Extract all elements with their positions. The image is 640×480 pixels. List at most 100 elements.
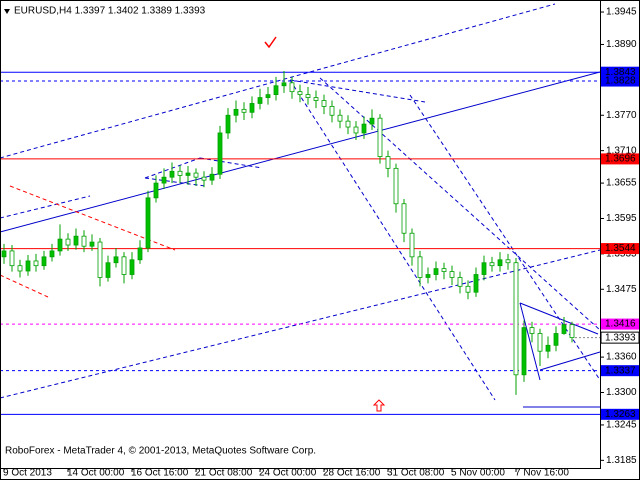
candle-body [297,91,303,96]
candle-body [353,126,359,134]
trend-line [144,177,206,187]
level-label-box [601,243,639,255]
trend-line [0,71,601,233]
candle-body [537,333,543,352]
candle-body [129,259,135,275]
candle-body [457,277,463,287]
y-tick-label: 1.3475 [606,284,637,295]
level-label-box [601,153,639,165]
y-tick-label: 1.3655 [606,178,637,189]
candle-body [305,94,311,98]
candle-body [449,271,455,278]
candle-body [49,250,55,258]
y-tick-label: 1.3185 [606,455,637,466]
candle-body [233,108,239,116]
x-tick-label: 28 Oct 16:00 [323,468,381,479]
candle-body [417,256,423,278]
candle-body [185,172,191,176]
candle-body [81,235,87,247]
candle-body [425,274,431,278]
candle-body [513,262,519,376]
candle-body [289,82,295,93]
candle-body [121,256,127,275]
x-tick-label: 24 Oct 00:00 [259,468,317,479]
candle-body [345,120,351,128]
candle-body [497,259,503,267]
candle-body [201,176,207,181]
candle-body [9,250,15,267]
level-label-box [601,75,639,87]
trend-line [519,302,599,335]
level-label-box [601,66,639,78]
candle-body [137,247,143,261]
y-tick-label: 1.3595 [606,213,637,224]
last-price-box [600,331,640,344]
candle-body [41,256,47,267]
trend-line [409,94,601,381]
x-tick-label: 9 Oct 2013 [3,468,52,479]
candle-body [105,262,111,278]
chart-title: EURUSD,H4 1.3397 1.3402 1.3389 1.3393 [14,6,206,17]
candle-body [505,259,511,264]
trend-line [539,351,601,371]
trend-line [0,274,49,298]
candle-body [393,167,399,205]
candle-body [385,156,391,169]
candle-body [401,203,407,234]
candle-body [25,260,31,272]
level-label: 1.3843 [605,67,636,78]
candle-body [321,100,327,107]
candle-body [97,241,103,278]
candle-body [473,274,479,293]
candle-body [193,172,199,178]
candle-body [489,262,495,267]
candle-body [33,260,39,267]
candle-body [57,238,63,252]
candle-body [529,327,535,334]
y-tick-label: 1.3300 [606,387,637,398]
candle-body [329,106,335,116]
candle-body [241,108,247,113]
up-arrow [372,399,386,412]
candle-body [17,265,23,272]
menu-icon[interactable] [4,9,10,14]
x-tick-label: 7 Nov 16:00 [515,468,569,479]
candle-body [441,268,447,272]
candle-body [1,250,7,258]
level-label-box [601,408,639,420]
candle-body [273,85,279,96]
level-label: 1.3416 [605,319,636,330]
candle-body [553,333,559,346]
candle-body [465,285,471,293]
candle-body [73,235,79,246]
trend-line [519,302,541,381]
y-tick-label: 1.3770 [606,110,637,121]
candle-body [281,82,287,87]
candle-body [433,268,439,275]
level-label: 1.3263 [605,409,636,420]
marks [0,71,600,415]
candle-body [265,94,271,98]
candle-body [217,132,223,175]
y-tick-label: 1.3360 [606,352,637,363]
candle-body [113,256,119,264]
level-label: 1.3337 [605,365,636,376]
x-tick-label: 31 Oct 08:00 [387,468,445,479]
x-tick-label: 16 Oct 16:00 [131,468,189,479]
level-label: 1.3544 [605,243,636,254]
footer: RoboForex - MetaTrader 4, © 2001-2013, M… [5,446,316,457]
candle-body [89,241,95,247]
candle-body [177,170,183,176]
y-tick-label: 1.3710 [606,145,637,156]
candle-body [161,176,167,184]
trend-line [0,195,91,219]
level-label: 1.3696 [605,154,636,165]
trend-line [289,79,496,401]
candle-body [257,97,263,104]
candle-body [153,182,159,199]
check-mark [264,36,277,49]
candle-body [409,232,415,258]
level-label-box [601,365,639,377]
candle-body [569,324,575,339]
